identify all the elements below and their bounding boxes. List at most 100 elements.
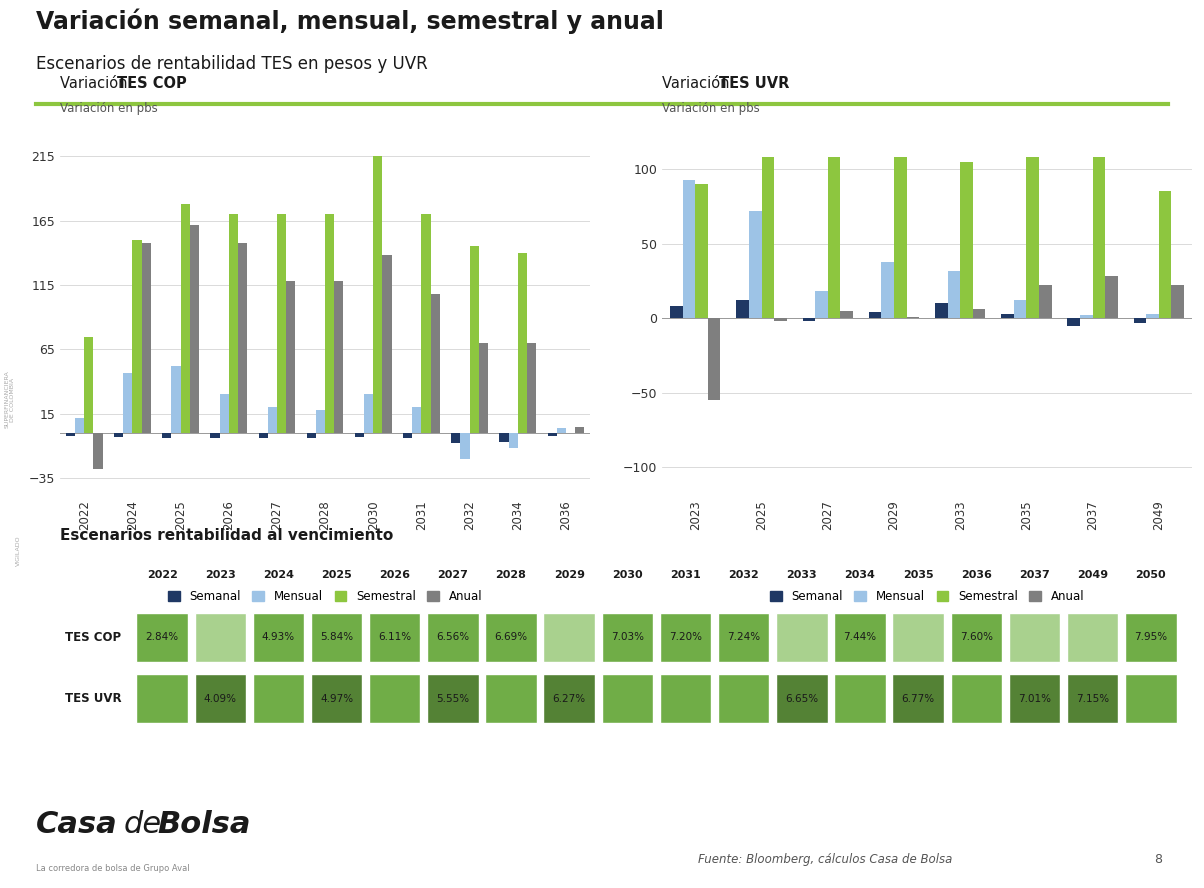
FancyBboxPatch shape [485, 613, 537, 662]
Text: 7.24%: 7.24% [727, 632, 760, 642]
Text: 2031: 2031 [671, 570, 701, 580]
Bar [181, 204, 190, 433]
FancyBboxPatch shape [1125, 613, 1176, 662]
Bar [936, 304, 948, 318]
FancyBboxPatch shape [602, 613, 653, 662]
FancyBboxPatch shape [1067, 613, 1119, 662]
FancyBboxPatch shape [195, 674, 246, 724]
Bar [893, 157, 907, 318]
Legend: Semanal, Mensual, Semestral, Anual: Semanal, Mensual, Semestral, Anual [163, 585, 488, 607]
Bar [84, 337, 94, 433]
Bar [749, 210, 762, 318]
FancyBboxPatch shape [253, 674, 305, 724]
Bar [114, 433, 123, 437]
Text: Variación en pbs: Variación en pbs [60, 102, 158, 115]
Bar [527, 343, 536, 433]
Text: 2026: 2026 [379, 570, 411, 580]
Bar [171, 366, 181, 433]
FancyBboxPatch shape [660, 674, 712, 724]
Text: 8: 8 [1153, 852, 1162, 866]
Bar [803, 318, 815, 321]
Text: TES UVR: TES UVR [720, 75, 790, 91]
FancyBboxPatch shape [543, 674, 595, 724]
Text: 7.03%: 7.03% [610, 632, 644, 642]
Text: 2022: 2022 [147, 570, 177, 580]
Bar [696, 184, 708, 318]
Bar [907, 317, 919, 318]
Text: Fuente: Bloomberg, cálculos Casa de Bolsa: Fuente: Bloomberg, cálculos Casa de Bols… [698, 852, 952, 866]
Text: 5.55%: 5.55% [436, 694, 470, 704]
Bar [163, 433, 171, 438]
FancyBboxPatch shape [834, 674, 886, 724]
Text: 7.95%: 7.95% [1134, 632, 1168, 642]
FancyBboxPatch shape [1067, 674, 1119, 724]
Bar [1134, 318, 1146, 322]
Text: 2034: 2034 [844, 570, 875, 580]
Text: 2028: 2028 [496, 570, 526, 580]
Text: VIGILADO: VIGILADO [16, 535, 20, 566]
Text: La corredora de bolsa de Grupo Aval: La corredora de bolsa de Grupo Aval [36, 864, 190, 873]
Text: 6.69%: 6.69% [495, 632, 527, 642]
Text: 4.93%: 4.93% [261, 632, 295, 642]
FancyBboxPatch shape [427, 613, 479, 662]
FancyBboxPatch shape [368, 613, 420, 662]
Text: 2024: 2024 [262, 570, 294, 580]
FancyBboxPatch shape [951, 674, 1002, 724]
Bar [508, 433, 518, 448]
Text: Variación en pbs: Variación en pbs [662, 102, 760, 115]
Text: 6.56%: 6.56% [436, 632, 470, 642]
Bar [267, 408, 277, 433]
Text: de: de [124, 810, 163, 839]
Bar [948, 271, 961, 318]
Text: TES COP: TES COP [65, 630, 122, 644]
Text: Escenarios rentabilidad al vencimiento: Escenarios rentabilidad al vencimiento [60, 528, 394, 543]
Text: 2.84%: 2.84% [146, 632, 178, 642]
FancyBboxPatch shape [602, 674, 653, 724]
Bar [737, 300, 749, 318]
Text: Variación: Variación [662, 75, 734, 91]
Text: 2035: 2035 [903, 570, 933, 580]
Text: 6.65%: 6.65% [785, 694, 819, 704]
Text: 7.20%: 7.20% [669, 632, 702, 642]
Bar [671, 306, 683, 318]
FancyBboxPatch shape [136, 674, 188, 724]
Text: TES COP: TES COP [118, 75, 187, 91]
FancyBboxPatch shape [136, 613, 188, 662]
Text: 2027: 2027 [437, 570, 468, 580]
FancyBboxPatch shape [427, 674, 479, 724]
FancyBboxPatch shape [253, 613, 305, 662]
Bar [828, 157, 840, 318]
Text: Variación semanal, mensual, semestral y anual: Variación semanal, mensual, semestral y … [36, 9, 663, 34]
Text: 7.60%: 7.60% [960, 632, 993, 642]
Bar [383, 256, 391, 433]
Bar [815, 291, 828, 318]
Bar [479, 343, 488, 433]
Bar [548, 433, 556, 435]
Text: 2025: 2025 [321, 570, 352, 580]
FancyBboxPatch shape [718, 674, 769, 724]
Text: 4.97%: 4.97% [320, 694, 353, 704]
Bar [364, 394, 373, 433]
Bar [1080, 315, 1093, 318]
Bar [315, 410, 325, 433]
Text: 6.11%: 6.11% [378, 632, 412, 642]
FancyBboxPatch shape [892, 613, 944, 662]
Bar [1158, 192, 1171, 318]
Text: 7.01%: 7.01% [1019, 694, 1051, 704]
FancyBboxPatch shape [660, 613, 712, 662]
Bar [229, 214, 238, 433]
FancyBboxPatch shape [1125, 674, 1176, 724]
Text: 4.09%: 4.09% [203, 694, 237, 704]
Bar [840, 311, 852, 318]
Text: 2029: 2029 [554, 570, 585, 580]
Text: 2033: 2033 [786, 570, 818, 580]
Text: TES UVR: TES UVR [65, 693, 122, 705]
FancyBboxPatch shape [777, 613, 827, 662]
FancyBboxPatch shape [1009, 613, 1061, 662]
Bar [66, 433, 75, 435]
Bar [277, 214, 287, 433]
Text: Casa: Casa [36, 810, 118, 839]
Text: 6.27%: 6.27% [553, 694, 586, 704]
Text: 2049: 2049 [1078, 570, 1108, 580]
Bar [460, 433, 470, 459]
